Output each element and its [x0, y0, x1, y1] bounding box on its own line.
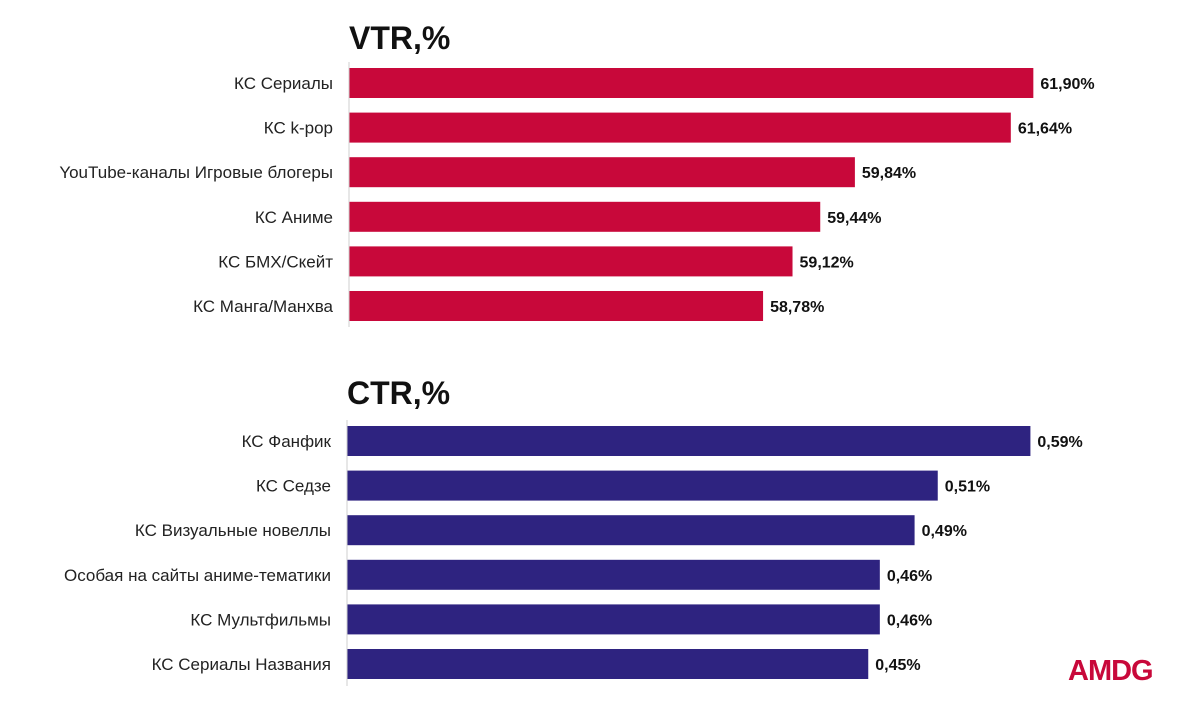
vtr-value-label: 59,84%: [862, 165, 916, 182]
amdg-logo: AMDG: [1068, 655, 1154, 687]
ctr-bar: [347, 426, 1031, 456]
vtr-value-label: 59,12%: [800, 254, 854, 271]
ctr-value-label: 0,46%: [887, 612, 932, 629]
vtr-bar: [349, 291, 764, 321]
vtr-category-label: YouTube-каналы Игровые блогеры: [59, 163, 333, 182]
ctr-value-label: 0,46%: [887, 568, 932, 585]
vtr-value-label: 59,44%: [827, 210, 881, 227]
ctr-category-label: КС Седзе: [256, 477, 331, 496]
vtr-chart: VTR,% КС Сериалы 61,90% КС k-pop 61,64% YouTu…: [59, 20, 1095, 327]
ctr-bar: [347, 604, 880, 635]
ctr-chart: CTR,% КС Фанфик 0,59% КС Седзе 0,51% КС Визуа…: [64, 375, 1083, 686]
ctr-bar: [347, 515, 915, 546]
vtr-category-label: КС Манга/Манхва: [193, 297, 333, 316]
vtr-bar: [349, 112, 1011, 143]
ctr-category-label: Особая на сайты аниме-тематики: [64, 566, 331, 585]
vtr-category-label: КС Сериалы: [234, 74, 333, 93]
ctr-category-label: КС Мультфильмы: [190, 610, 331, 629]
vtr-chart-title: VTR,%: [349, 20, 450, 56]
vtr-category-label: КС БМХ/Скейт: [218, 252, 333, 271]
vtr-bar: [349, 157, 855, 188]
ctr-bar: [347, 559, 880, 590]
ctr-category-label: КС Фанфик: [242, 432, 332, 451]
ctr-value-label: 0,59%: [1037, 434, 1082, 451]
ctr-bar: [347, 470, 938, 501]
vtr-category-label: КС Аниме: [255, 208, 333, 227]
vtr-bar: [349, 201, 821, 232]
vtr-value-label: 61,64%: [1018, 121, 1072, 138]
ctr-bar: [347, 649, 869, 679]
ctr-value-label: 0,49%: [922, 523, 967, 540]
vtr-bar: [349, 246, 793, 277]
vtr-value-label: 61,90%: [1040, 76, 1094, 93]
vtr-bar: [349, 68, 1034, 98]
ctr-value-label: 0,45%: [875, 657, 920, 674]
ctr-value-label: 0,51%: [945, 479, 990, 496]
vtr-category-label: КС k-pop: [264, 119, 333, 138]
ctr-chart-title: CTR,%: [347, 375, 450, 411]
ctr-category-label: КС Визуальные новеллы: [135, 521, 331, 540]
ctr-category-label: КС Сериалы Названия: [152, 655, 331, 674]
vtr-value-label: 58,78%: [770, 299, 824, 316]
